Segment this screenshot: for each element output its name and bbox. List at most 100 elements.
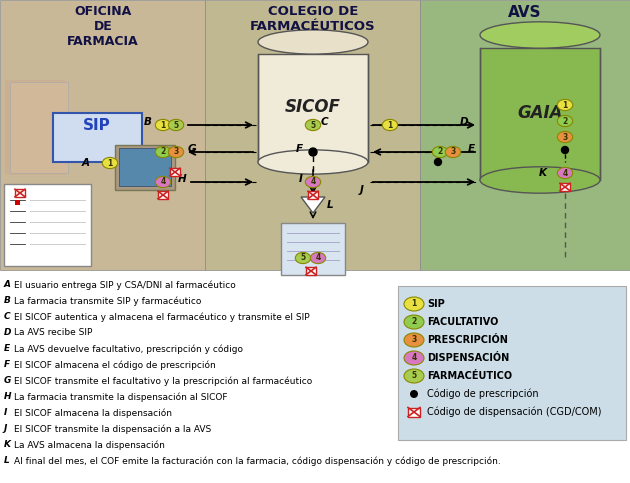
Text: L: L xyxy=(327,200,334,210)
Ellipse shape xyxy=(445,146,461,157)
Text: 4: 4 xyxy=(411,354,416,363)
Text: DISPENSACIÓN: DISPENSACIÓN xyxy=(427,353,509,363)
Circle shape xyxy=(309,148,317,156)
Text: D: D xyxy=(4,328,11,337)
Text: 1: 1 xyxy=(161,120,166,129)
Text: B: B xyxy=(144,117,152,127)
Circle shape xyxy=(435,158,442,166)
Text: 2: 2 xyxy=(563,116,568,126)
Text: La AVS devuelve facultativo, prescripción y código: La AVS devuelve facultativo, prescripció… xyxy=(14,344,243,354)
Ellipse shape xyxy=(306,176,321,187)
Text: G: G xyxy=(188,144,197,154)
Text: 4: 4 xyxy=(161,177,166,186)
Text: F: F xyxy=(296,144,303,154)
Text: 2: 2 xyxy=(437,147,443,156)
Text: El SICOF autentica y almacena el farmacéutico y transmite el SIP: El SICOF autentica y almacena el farmacé… xyxy=(14,312,309,322)
Text: Al final del mes, el COF emite la facturación con la farmacia, código dispensaci: Al final del mes, el COF emite la factur… xyxy=(14,456,501,466)
Text: 4: 4 xyxy=(316,254,321,262)
Text: 5: 5 xyxy=(173,120,178,129)
Text: K: K xyxy=(539,168,547,178)
Text: 5: 5 xyxy=(411,371,416,381)
Ellipse shape xyxy=(558,131,573,142)
Ellipse shape xyxy=(404,297,424,311)
Text: 3: 3 xyxy=(563,132,568,142)
Text: El SICOF almacena el código de prescripción: El SICOF almacena el código de prescripc… xyxy=(14,360,215,369)
Text: 3: 3 xyxy=(173,147,179,156)
FancyBboxPatch shape xyxy=(4,184,91,266)
Ellipse shape xyxy=(311,253,326,264)
Text: Código de dispensación (CGD/COM): Código de dispensación (CGD/COM) xyxy=(427,407,602,417)
Text: J: J xyxy=(4,424,8,433)
Text: 3: 3 xyxy=(411,336,416,344)
Text: C: C xyxy=(321,117,329,127)
Bar xyxy=(15,189,25,197)
Text: C: C xyxy=(4,312,11,321)
Text: 4: 4 xyxy=(311,177,316,186)
Ellipse shape xyxy=(480,22,600,48)
Text: D: D xyxy=(460,117,469,127)
Text: 1: 1 xyxy=(563,100,568,110)
Circle shape xyxy=(561,146,568,154)
Text: F: F xyxy=(4,360,10,369)
Ellipse shape xyxy=(404,333,424,347)
Text: COLEGIO DE
FARMACÉUTICOS: COLEGIO DE FARMACÉUTICOS xyxy=(250,5,376,33)
Text: G: G xyxy=(4,376,11,385)
Ellipse shape xyxy=(404,369,424,383)
Ellipse shape xyxy=(258,30,368,54)
Bar xyxy=(15,200,20,205)
Text: H: H xyxy=(4,392,11,401)
Ellipse shape xyxy=(432,146,448,157)
Text: E: E xyxy=(468,144,475,154)
Ellipse shape xyxy=(558,115,573,127)
Ellipse shape xyxy=(156,119,171,130)
Text: B: B xyxy=(4,296,11,305)
Text: I: I xyxy=(4,408,8,417)
Text: A: A xyxy=(82,158,90,168)
Bar xyxy=(306,267,316,275)
Text: La AVS recibe SIP: La AVS recibe SIP xyxy=(14,328,93,337)
Text: El SICOF transmite el facultativo y la prescripción al farmacéutico: El SICOF transmite el facultativo y la p… xyxy=(14,376,312,385)
Bar xyxy=(408,408,420,416)
Text: 1: 1 xyxy=(411,299,416,309)
Text: Código de prescripción: Código de prescripción xyxy=(427,389,539,399)
Text: FACULTATIVO: FACULTATIVO xyxy=(427,317,498,327)
Text: SICOF: SICOF xyxy=(285,98,341,116)
Text: FARMACÉUTICO: FARMACÉUTICO xyxy=(427,371,512,381)
Ellipse shape xyxy=(306,119,321,130)
Text: 1: 1 xyxy=(107,158,113,168)
Ellipse shape xyxy=(558,99,573,111)
Text: El SICOF transmite la dispensación a la AVS: El SICOF transmite la dispensación a la … xyxy=(14,424,211,434)
Text: 4: 4 xyxy=(563,169,568,177)
Text: 5: 5 xyxy=(311,120,316,129)
FancyBboxPatch shape xyxy=(53,113,142,162)
Text: La AVS almacena la dispensación: La AVS almacena la dispensación xyxy=(14,440,165,450)
Text: E: E xyxy=(4,344,10,353)
Bar xyxy=(158,191,168,199)
Circle shape xyxy=(410,390,418,398)
Text: El SICOF almacena la dispensación: El SICOF almacena la dispensación xyxy=(14,408,172,417)
FancyBboxPatch shape xyxy=(398,286,626,440)
Text: H: H xyxy=(178,174,186,184)
Bar xyxy=(560,183,570,191)
FancyBboxPatch shape xyxy=(281,223,345,275)
Ellipse shape xyxy=(404,351,424,365)
Polygon shape xyxy=(301,197,325,213)
Text: SIP: SIP xyxy=(427,299,445,309)
Text: AVS: AVS xyxy=(508,5,542,20)
Text: 2: 2 xyxy=(411,317,416,327)
Ellipse shape xyxy=(156,146,171,157)
Ellipse shape xyxy=(480,167,600,193)
Text: A: A xyxy=(4,280,11,289)
Bar xyxy=(480,48,600,180)
Text: 2: 2 xyxy=(161,147,166,156)
Ellipse shape xyxy=(382,119,398,130)
Text: 3: 3 xyxy=(450,147,455,156)
Bar xyxy=(119,148,171,186)
Text: GAIA: GAIA xyxy=(517,103,563,122)
Bar xyxy=(205,0,420,270)
Ellipse shape xyxy=(156,176,171,187)
Text: L: L xyxy=(4,456,9,465)
Bar xyxy=(308,191,318,199)
Text: K: K xyxy=(4,440,11,449)
Text: PRESCRIPCIÓN: PRESCRIPCIÓN xyxy=(427,335,508,345)
